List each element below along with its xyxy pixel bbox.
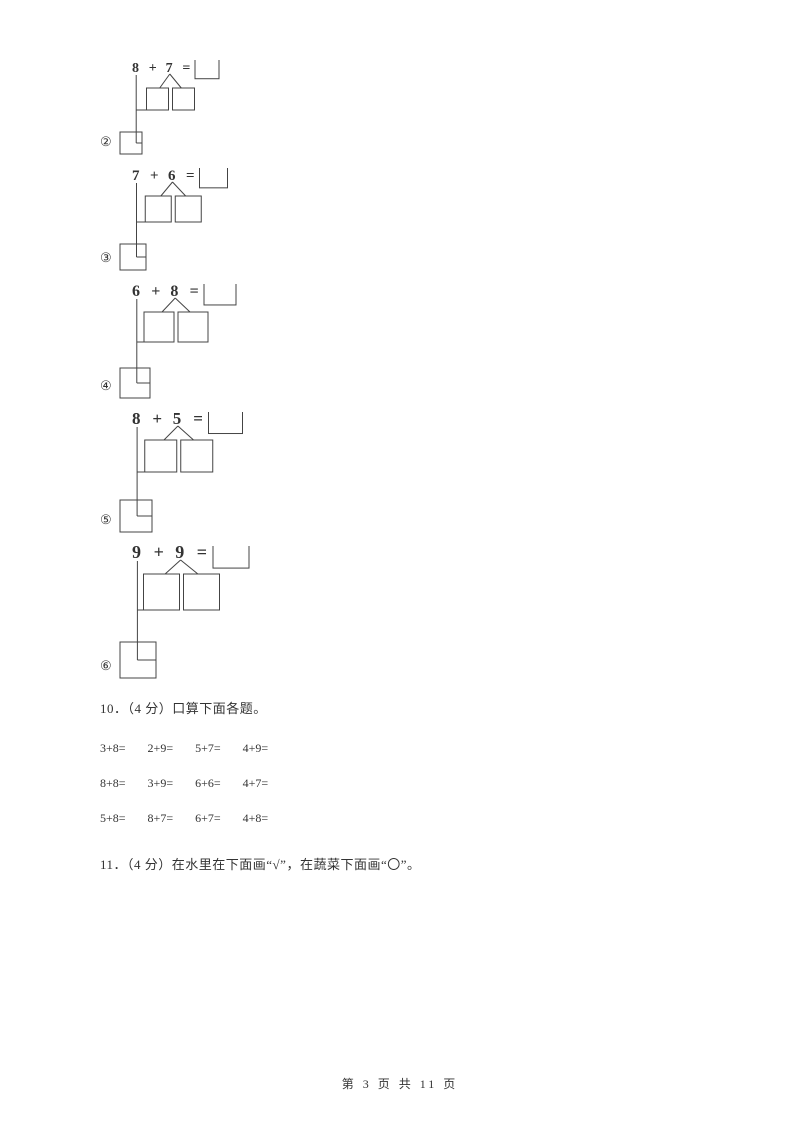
svg-text:=: = bbox=[189, 284, 198, 300]
svg-text:7: 7 bbox=[132, 168, 140, 184]
q10-heading: 10．（4 分）口算下面各题。 bbox=[100, 698, 700, 717]
calc-cell: 4+8= bbox=[243, 801, 291, 836]
table-row: 8+8=3+9=6+6=4+7= bbox=[100, 766, 290, 801]
table-row: 5+8=8+7=6+7=4+8= bbox=[100, 801, 290, 836]
calc-cell: 8+7= bbox=[148, 801, 196, 836]
table-row: 3+8=2+9=5+7=4+9= bbox=[100, 731, 290, 766]
svg-text:9: 9 bbox=[132, 546, 141, 562]
problem-marker: ⑥ bbox=[100, 658, 112, 674]
q10-table: 3+8=2+9=5+7=4+9=8+8=3+9=6+6=4+7=5+8=8+7=… bbox=[100, 731, 290, 836]
problem-marker: ⑤ bbox=[100, 512, 112, 528]
svg-text:+: + bbox=[152, 412, 162, 428]
calc-cell: 8+8= bbox=[100, 766, 148, 801]
svg-text:5: 5 bbox=[172, 412, 181, 428]
calc-cell: 5+7= bbox=[195, 731, 243, 766]
svg-text:6: 6 bbox=[132, 284, 140, 300]
calc-cell: 6+7= bbox=[195, 801, 243, 836]
svg-text:+: + bbox=[151, 284, 160, 300]
decomposition-diagram: 9 +9 = bbox=[118, 546, 290, 680]
problem-marker: ② bbox=[100, 134, 112, 150]
page-footer: 第 3 页 共 11 页 bbox=[0, 1075, 800, 1092]
calc-cell: 3+9= bbox=[148, 766, 196, 801]
problem-⑤: ⑤ 8 +5 = bbox=[100, 412, 700, 534]
svg-text:6: 6 bbox=[168, 168, 176, 184]
decomposition-diagram: 6 +8 = bbox=[118, 284, 278, 400]
svg-text:8: 8 bbox=[132, 61, 139, 76]
problem-③: ③ 7 +6 = bbox=[100, 168, 700, 272]
problem-marker: ③ bbox=[100, 250, 112, 266]
calc-cell: 6+6= bbox=[195, 766, 243, 801]
svg-text:=: = bbox=[196, 546, 206, 562]
problem-④: ④ 6 +8 = bbox=[100, 284, 700, 400]
problem-⑥: ⑥ 9 +9 = bbox=[100, 546, 700, 680]
decomposition-diagram: 7 +6 = bbox=[118, 168, 268, 272]
page-content: ②8+7=③7+6=④6+8=⑤8+5=⑥9+9= 10．（4 分）口算下面各题… bbox=[0, 0, 800, 927]
calc-cell: 5+8= bbox=[100, 801, 148, 836]
svg-text:=: = bbox=[182, 61, 190, 76]
svg-text:9: 9 bbox=[175, 546, 184, 562]
calc-cell: 3+8= bbox=[100, 731, 148, 766]
q11-heading: 11．（4 分）在水里在下面画“√”，在蔬菜下面画“〇”。 bbox=[100, 854, 700, 873]
svg-text:=: = bbox=[186, 168, 195, 184]
calc-cell: 2+9= bbox=[148, 731, 196, 766]
decomposition-diagram: 8 +7 = bbox=[118, 60, 258, 156]
problem-marker: ④ bbox=[100, 378, 112, 394]
svg-text:8: 8 bbox=[170, 284, 178, 300]
decomposition-problems: ② 8 +7 = ③ 7 +6 = ④ 6 +8 = ⑤ 8 +5 = ⑥ 9 +9 = bbox=[100, 60, 700, 680]
svg-text:+: + bbox=[150, 168, 159, 184]
svg-text:+: + bbox=[148, 61, 156, 76]
calc-cell: 4+9= bbox=[243, 731, 291, 766]
svg-text:8: 8 bbox=[132, 412, 141, 428]
svg-text:7: 7 bbox=[165, 61, 172, 76]
decomposition-diagram: 8 +5 = bbox=[118, 412, 282, 534]
svg-text:=: = bbox=[193, 412, 203, 428]
svg-text:+: + bbox=[153, 546, 163, 562]
calc-cell: 4+7= bbox=[243, 766, 291, 801]
problem-②: ② 8 +7 = bbox=[100, 60, 700, 156]
